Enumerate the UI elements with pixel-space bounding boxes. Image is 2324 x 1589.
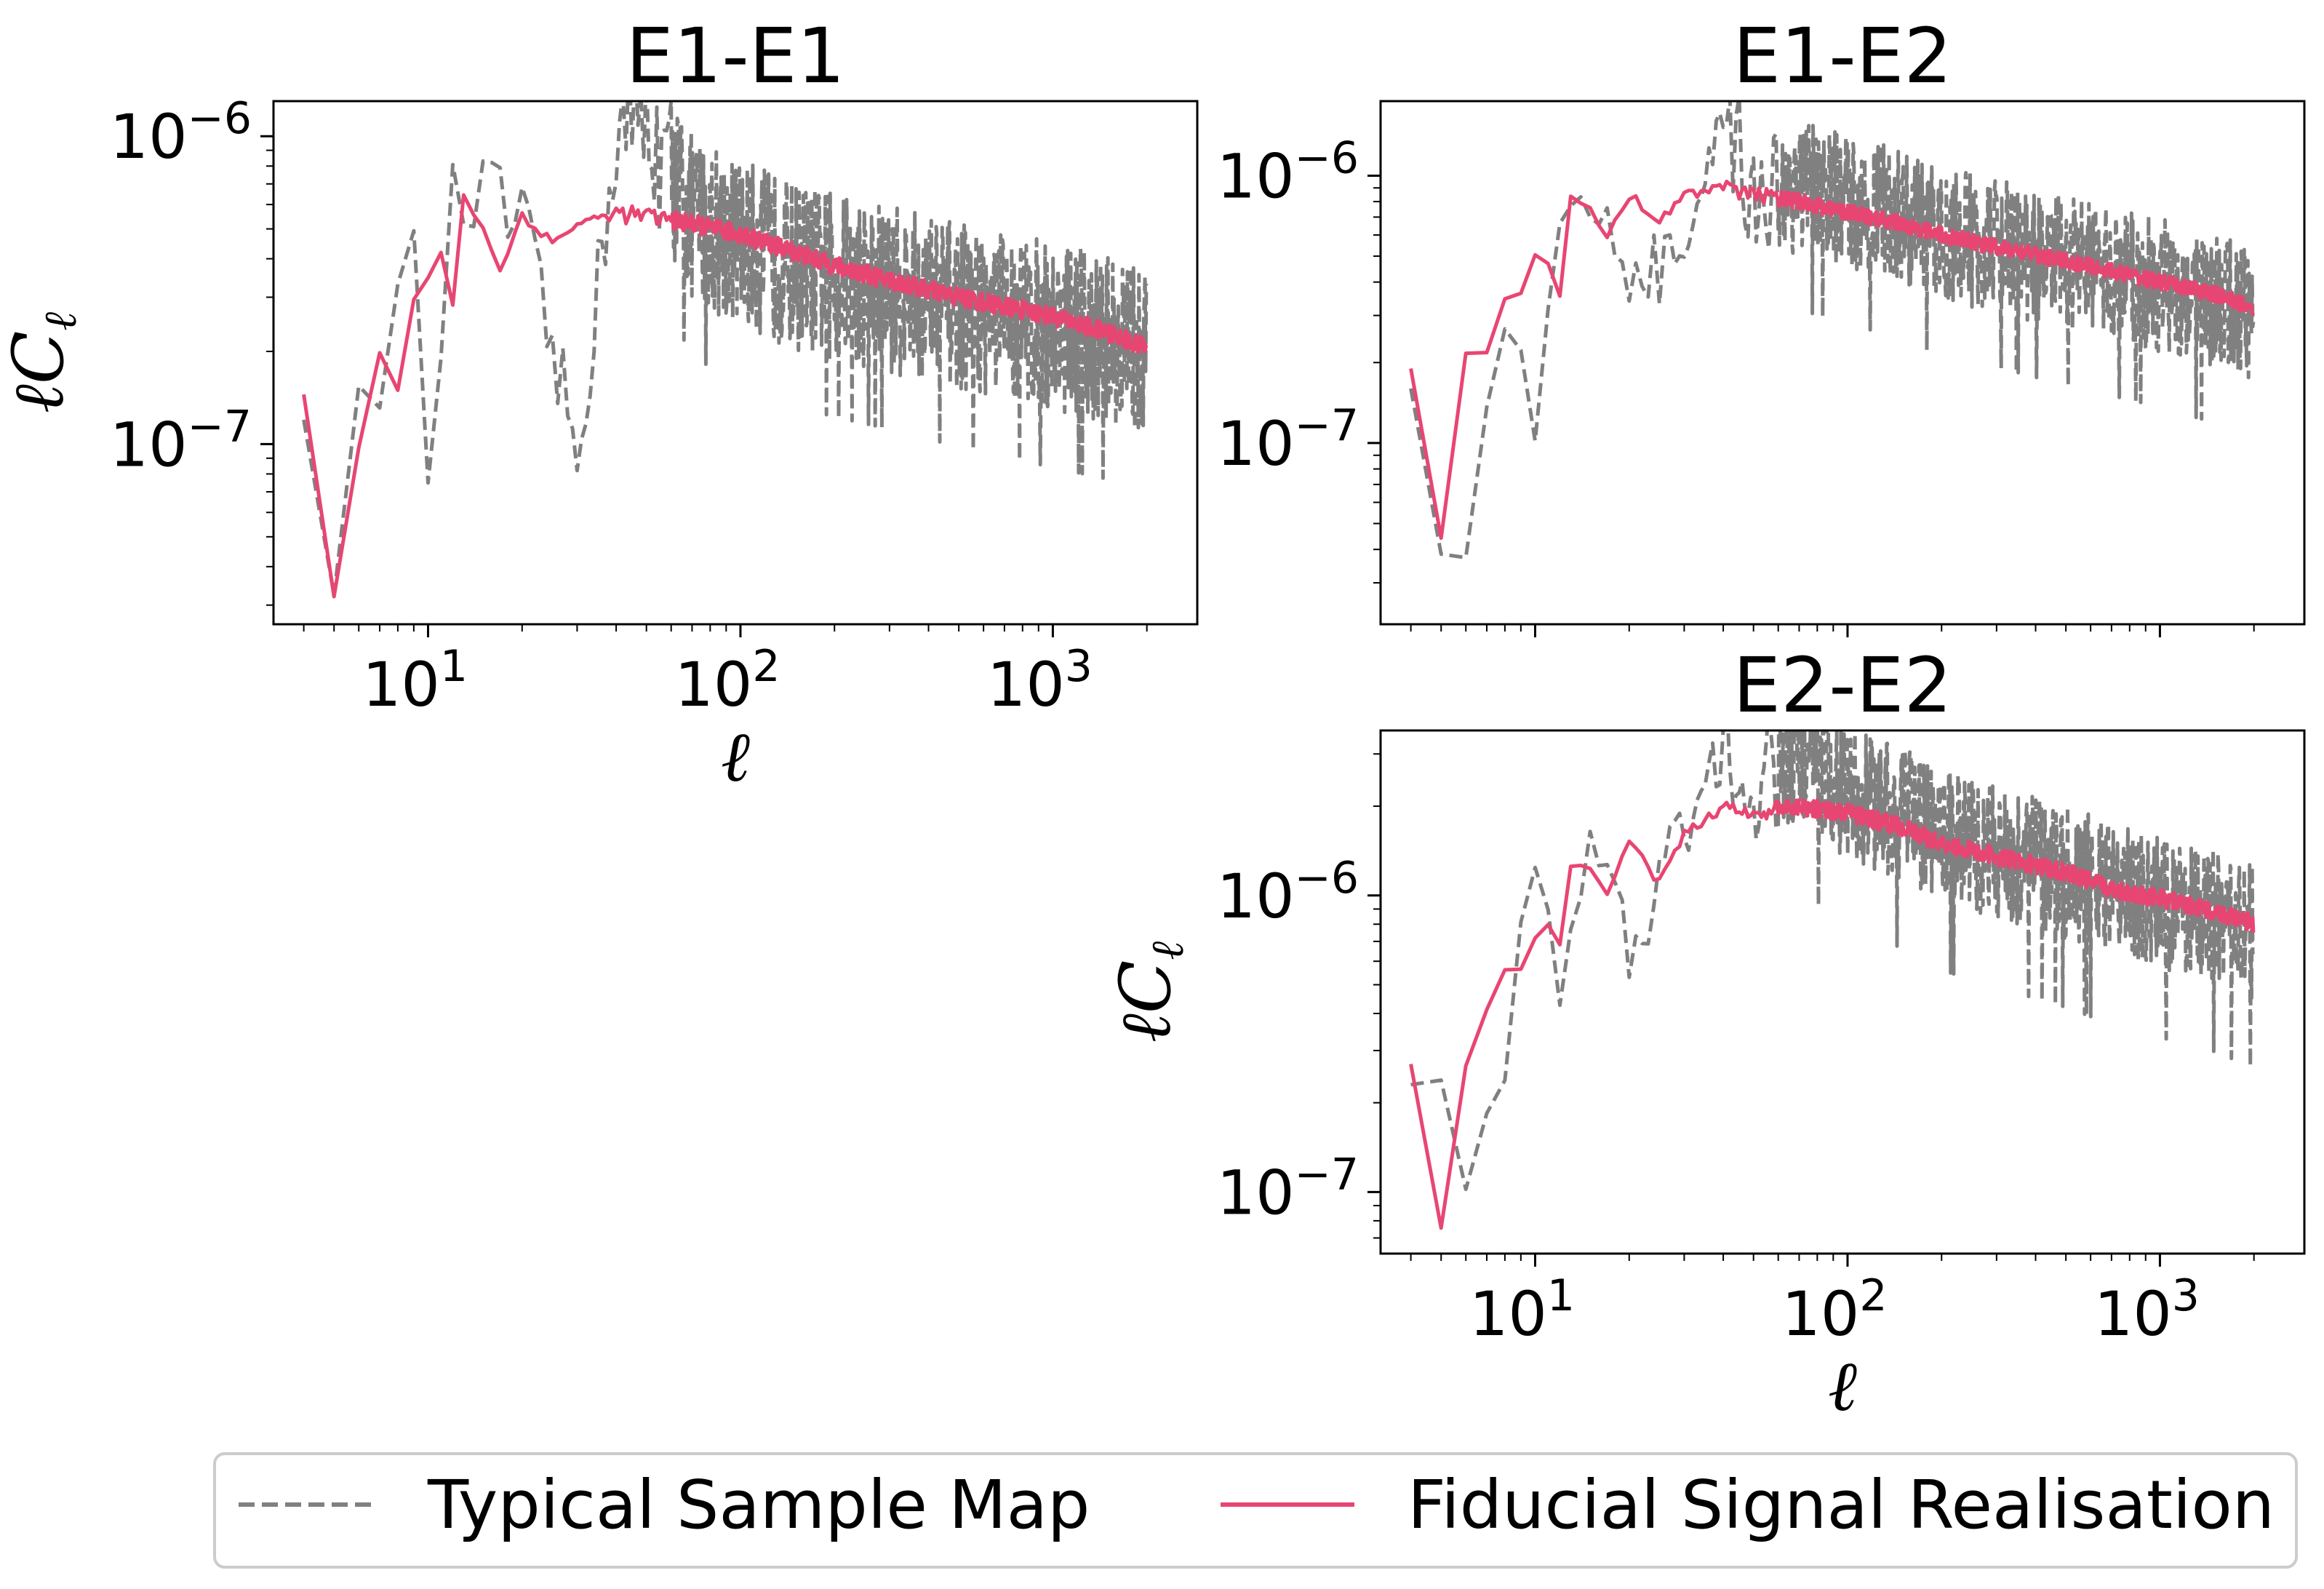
- legend-label-typical-sample-map: Typical Sample Map: [427, 1466, 1090, 1544]
- panel-e2-e2: 101 102 103 10−7 10−6 E2-E2 ℓ ℓCℓ: [1105, 641, 2306, 1427]
- y-tick-label: 10−6: [1217, 853, 1359, 932]
- panel-e1-e2: 10−7 10−6 E1-E2: [1217, 12, 2306, 637]
- x-tick-label: 102: [1781, 1270, 1887, 1350]
- panel-title: E2-E2: [1733, 641, 1952, 730]
- y-tick-label: 10−6: [1217, 132, 1359, 212]
- y-axis-label: ℓCℓ: [0, 312, 87, 413]
- x-tick-label: 101: [1469, 1270, 1575, 1350]
- y-axis-label: ℓCℓ: [1105, 941, 1194, 1043]
- y-tick-label: 10−7: [1217, 400, 1359, 479]
- series-line-typical-sample-map: [1410, 730, 2256, 1192]
- series-line-fiducial-signal-realisation: [302, 193, 1149, 599]
- axes-frame: [272, 100, 1199, 626]
- legend-frame: [213, 1452, 2298, 1569]
- x-axis-label: ℓ: [1828, 1345, 1857, 1427]
- axes-frame: [1379, 729, 2306, 1255]
- x-tick-label: 101: [362, 641, 468, 720]
- panel-e1-e1: 101 102 103 10−7 10−6 E1-E1 ℓ ℓCℓ: [0, 12, 1199, 797]
- panel-title: E1-E2: [1733, 12, 1952, 100]
- series-line-fiducial-signal-realisation: [1409, 179, 2256, 541]
- series-line-fiducial-signal-realisation: [1409, 797, 2256, 1230]
- x-tick-label: 103: [2094, 1270, 2200, 1350]
- x-tick-label: 102: [674, 641, 780, 720]
- series-line-typical-sample-map: [1409, 101, 2256, 559]
- y-tick-label: 10−6: [110, 93, 252, 172]
- y-tick-label: 10−7: [110, 401, 252, 480]
- y-tick-label: 10−7: [1217, 1149, 1359, 1228]
- x-tick-label: 103: [987, 641, 1093, 720]
- x-axis-label: ℓ: [721, 716, 750, 797]
- legend: Typical Sample Map Fiducial Signal Reali…: [213, 1452, 2298, 1569]
- panel-title: E1-E1: [626, 12, 844, 100]
- legend-label-fiducial-signal: Fiducial Signal Realisation: [1407, 1466, 2275, 1544]
- series-line-typical-sample-map: [302, 101, 1149, 597]
